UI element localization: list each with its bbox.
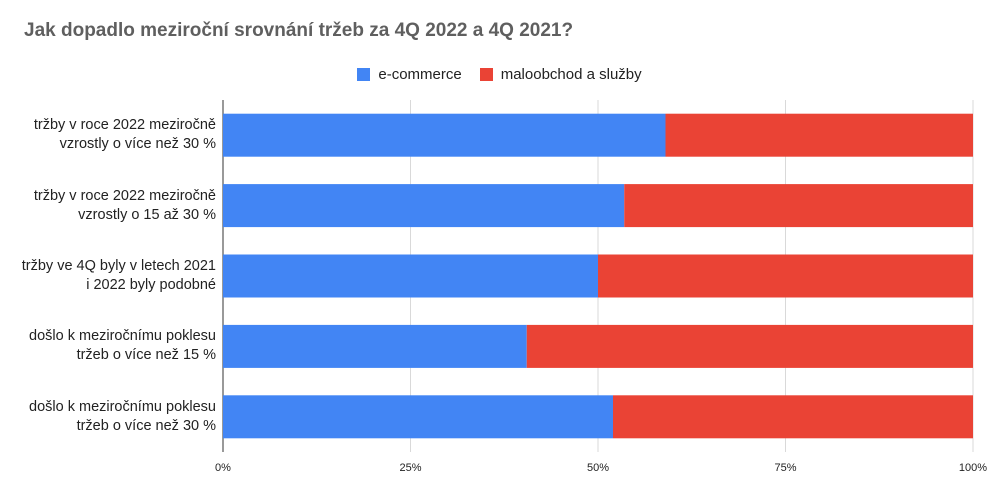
bar-retail-4[interactable] [613,395,973,439]
bar-retail-2[interactable] [598,254,973,298]
category-label: došlo k meziročnímu poklesu tržeb o více… [29,328,216,364]
chart-title: Jak dopadlo meziroční srovnání tržeb za … [24,20,574,41]
legend-swatch-retail [479,68,493,81]
category-label: tržby ve 4Q byly v letech 2021 i 2022 by… [21,258,216,293]
bar-ecommerce-3[interactable] [223,324,527,368]
legend-item-ecommerce[interactable]: e-commerce [357,66,462,83]
bar-ecommerce-2[interactable] [223,254,598,298]
bar-ecommerce-4[interactable] [223,395,613,439]
x-tick-label: 25% [399,462,421,474]
legend: e-commerce maloobchod a služby [0,66,999,83]
category-label: došlo k meziročnímu poklesu tržeb o více… [29,398,216,434]
x-tick-label: 0% [215,462,231,474]
bar-ecommerce-0[interactable] [223,113,666,157]
legend-label-retail: maloobchod a služby [500,66,642,83]
legend-item-retail[interactable]: maloobchod a služby [479,66,642,83]
legend-label-ecommerce: e-commerce [378,66,462,83]
x-tick-label: 100% [959,462,987,474]
x-tick-label: 50% [587,462,609,474]
category-label: tržby v roce 2022 meziročně vzrostly o v… [33,117,216,153]
category-label: tržby v roce 2022 meziročně vzrostly o 1… [33,187,216,223]
bar-retail-0[interactable] [665,113,974,157]
legend-swatch-ecommerce [357,68,371,81]
bar-ecommerce-1[interactable] [223,184,625,228]
bar-retail-3[interactable] [526,324,973,368]
x-tick-label: 75% [774,462,796,474]
bar-retail-1[interactable] [624,184,973,228]
